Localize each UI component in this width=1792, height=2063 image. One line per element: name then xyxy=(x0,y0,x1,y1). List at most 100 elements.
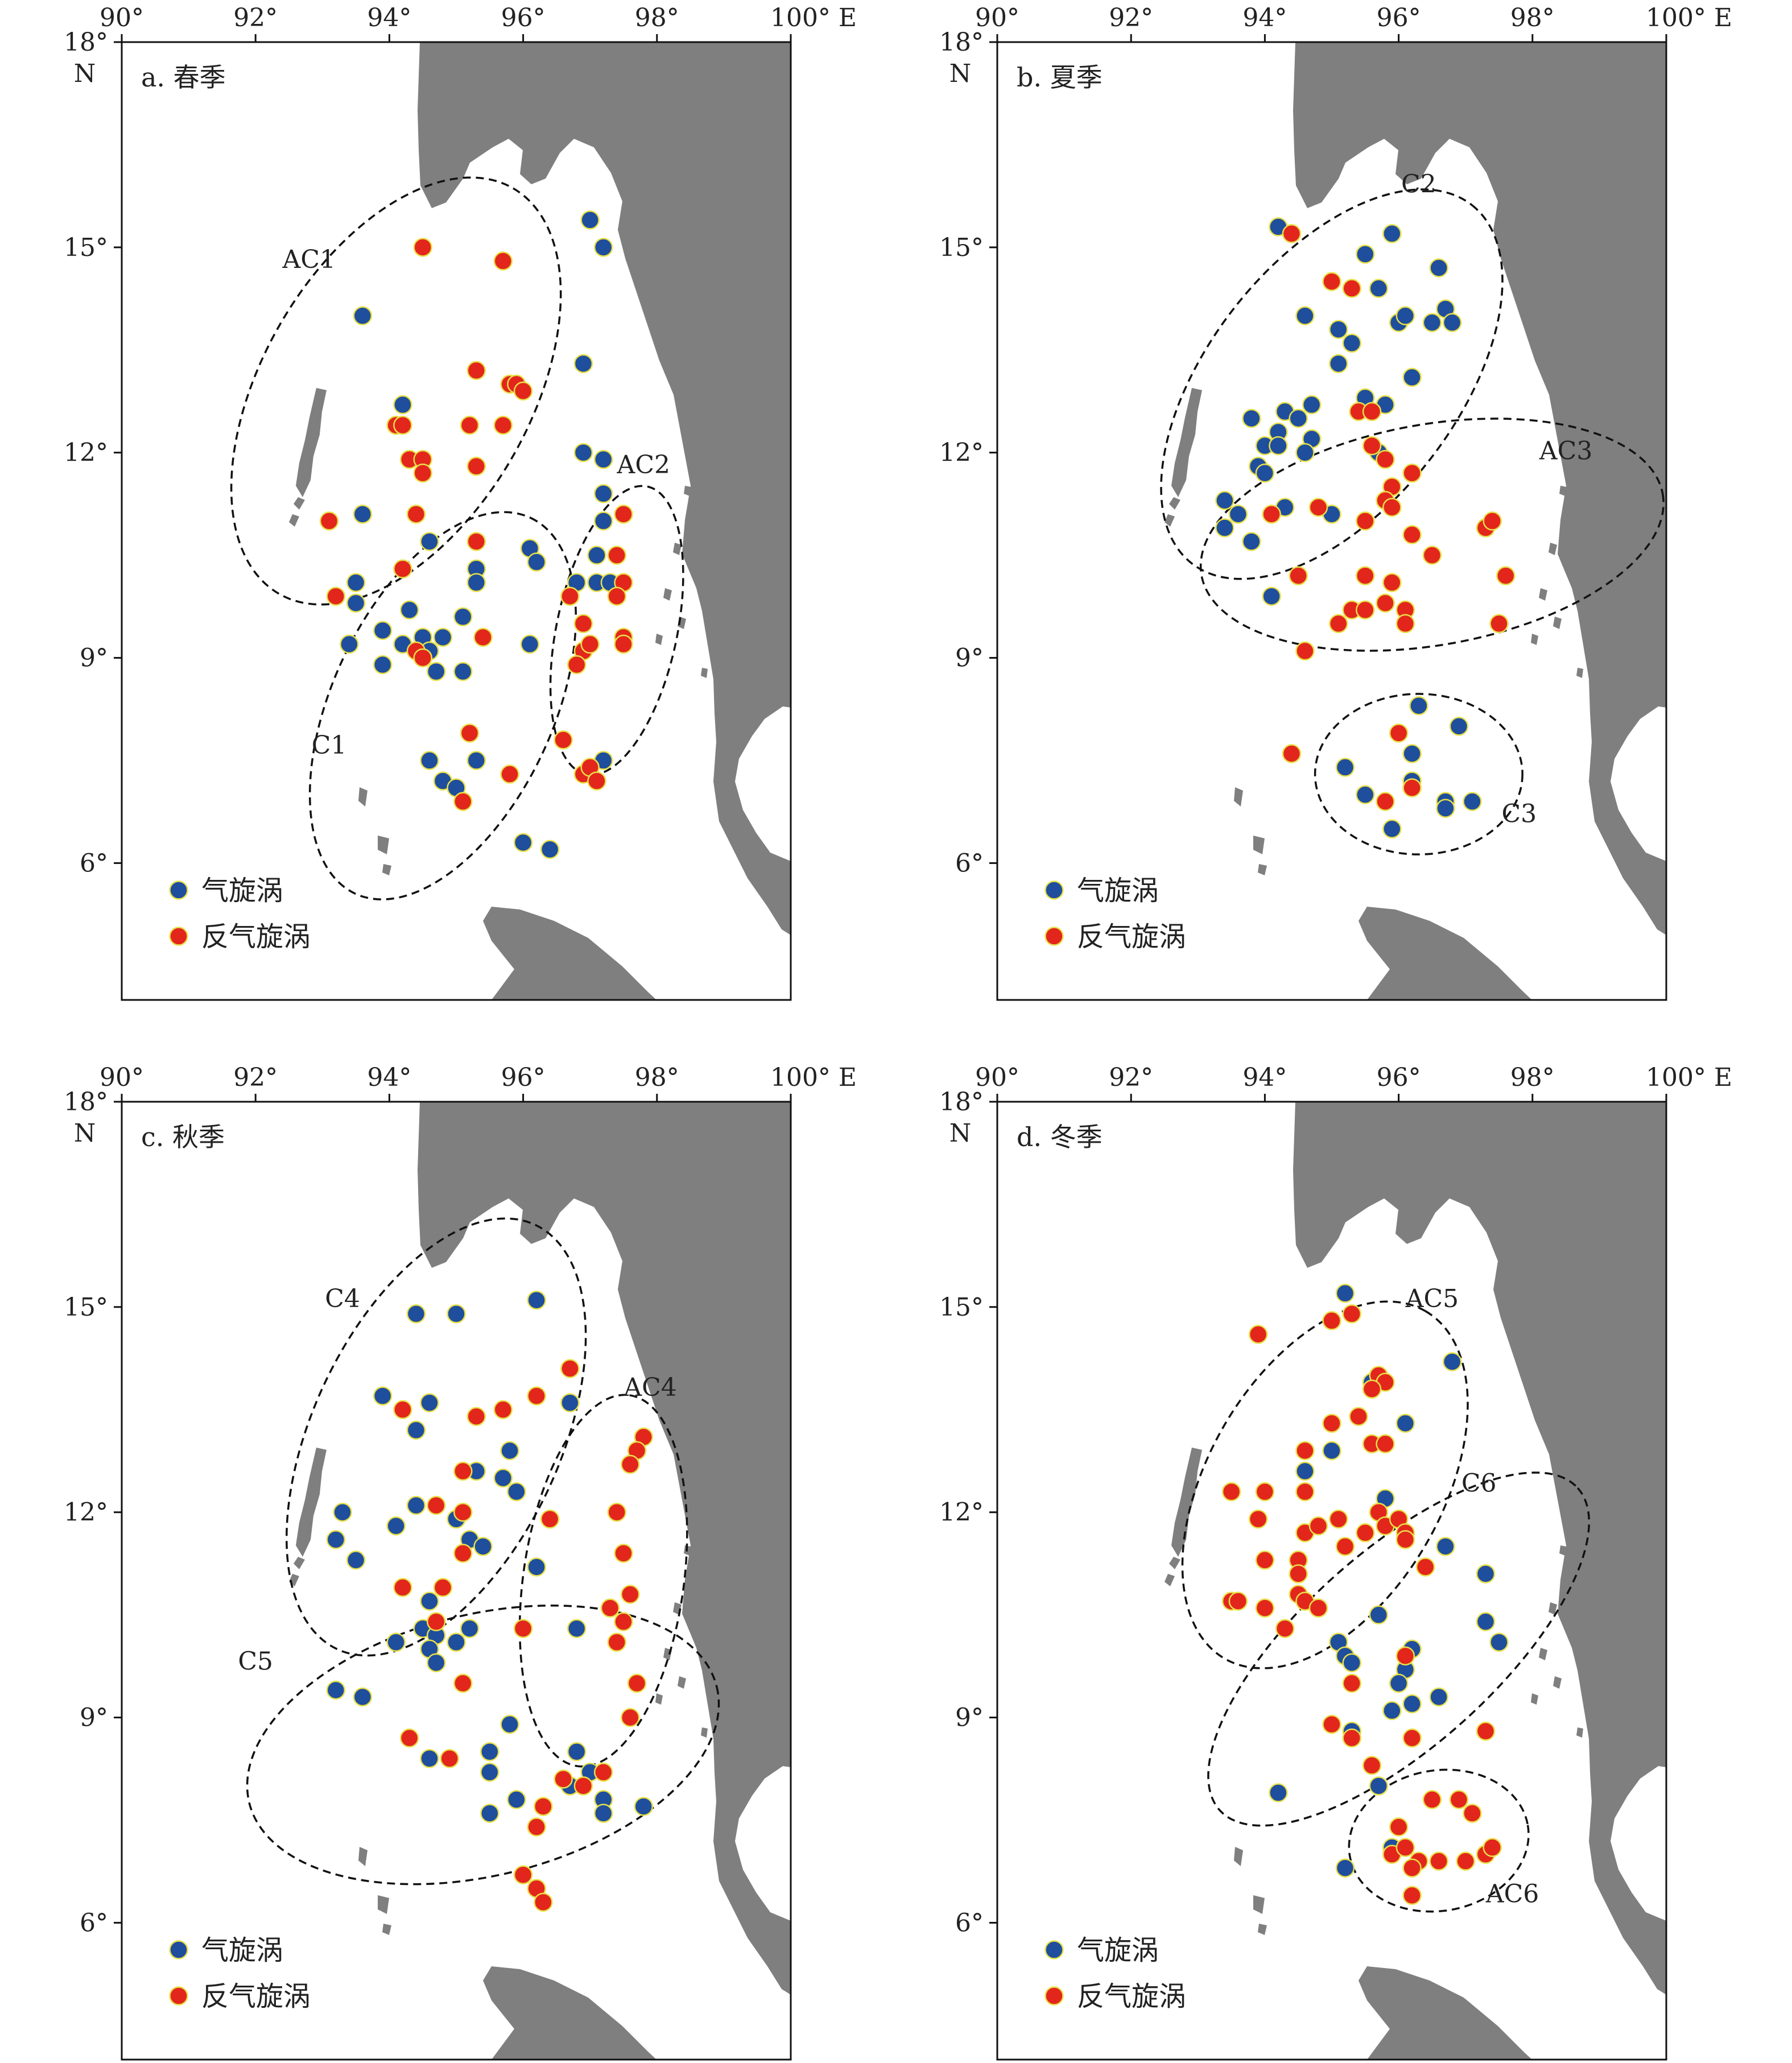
cyclone-marker xyxy=(540,840,560,859)
cyclone-marker xyxy=(500,1441,519,1461)
anticyclone-marker xyxy=(1322,1714,1341,1734)
cyclone-marker xyxy=(353,306,373,325)
anticyclone-marker xyxy=(466,1407,486,1427)
anticyclone-marker xyxy=(1248,1325,1268,1344)
cyclone-marker xyxy=(513,833,533,853)
cyclone-marker xyxy=(1369,1776,1389,1796)
cyclone-marker xyxy=(420,1591,439,1611)
anticyclone-marker xyxy=(1362,1756,1382,1775)
cyclone-marker xyxy=(480,1804,499,1823)
cyclone-marker xyxy=(1369,1605,1389,1624)
anticyclone-marker xyxy=(573,1776,593,1796)
cluster-ellipse xyxy=(1207,1471,1591,1827)
cyclone-marker xyxy=(507,1482,526,1502)
lon-tick-label: 90° xyxy=(100,3,144,32)
cluster-label: C4 xyxy=(325,1284,360,1313)
anticyclone-marker xyxy=(1308,1598,1328,1618)
anticyclone-marker xyxy=(1342,1728,1362,1748)
cluster-ellipse xyxy=(246,1604,720,1886)
anticyclone-marker xyxy=(607,1502,626,1522)
anticyclone-marker xyxy=(326,586,346,606)
cluster-ellipse xyxy=(1314,693,1523,855)
cyclone-marker xyxy=(406,1420,426,1440)
cyclone-marker xyxy=(1342,1653,1362,1673)
anticyclone-marker xyxy=(1362,402,1382,421)
legend-cyclone-label: 气旋涡 xyxy=(201,875,283,907)
cluster-ellipse xyxy=(1348,1768,1530,1913)
cyclone-marker xyxy=(1409,696,1428,716)
anticyclone-marker xyxy=(1308,498,1328,517)
anticyclone-marker xyxy=(1476,1721,1496,1741)
cyclone-marker xyxy=(393,395,412,415)
map-panel: C2 AC3 C3 90° 92° 94° 96° 98° 100° E 6° 9° 12° 15° 18… xyxy=(939,3,1732,1001)
cyclone-marker xyxy=(1289,408,1308,428)
lon-tick-label: 92° xyxy=(1109,3,1153,32)
cluster-ellipse xyxy=(549,485,684,776)
anticyclone-marker xyxy=(1402,1858,1422,1878)
lat-tick-label: 18° xyxy=(939,28,984,57)
cluster-label: AC6 xyxy=(1485,1879,1539,1908)
anticyclone-marker xyxy=(513,381,533,401)
anticyclone-marker xyxy=(534,1892,553,1912)
cyclone-marker xyxy=(406,1304,426,1324)
anticyclone-marker xyxy=(1322,1413,1341,1433)
anticyclone-marker xyxy=(1248,1509,1268,1529)
cyclone-marker xyxy=(1382,1701,1402,1721)
anticyclone-marker xyxy=(614,1612,633,1631)
anticyclone-marker xyxy=(1342,1304,1362,1324)
lon-tick-label: 94° xyxy=(367,3,411,32)
anticyclone-marker xyxy=(614,1544,633,1563)
lon-tick-label: 98° xyxy=(1510,1063,1555,1092)
cyclone-marker xyxy=(593,449,613,469)
lon-tick-label: 92° xyxy=(233,3,278,32)
cyclone-marker xyxy=(480,1763,499,1782)
cyclone-marker xyxy=(1295,1461,1315,1481)
cyclone-marker xyxy=(1335,1284,1355,1303)
cyclone-marker xyxy=(1295,306,1315,325)
lat-tick-label: 9° xyxy=(955,1704,984,1733)
anticyclone-marker xyxy=(1415,1557,1435,1577)
cyclone-marker xyxy=(447,1632,466,1652)
cyclone-marker xyxy=(1389,1673,1409,1693)
cyclone-marker xyxy=(1356,245,1375,264)
anticyclone-marker xyxy=(1329,614,1348,634)
cyclone-marker xyxy=(386,1632,406,1652)
anticyclone-marker xyxy=(1395,1530,1415,1549)
cyclone-marker xyxy=(1228,505,1248,524)
cyclone-marker xyxy=(507,1790,526,1809)
cyclone-marker xyxy=(593,1804,613,1823)
lon-tick-label: 94° xyxy=(1242,3,1287,32)
anticyclone-marker xyxy=(614,505,633,524)
lon-tick-label: 96° xyxy=(501,3,546,32)
anticyclone-marker xyxy=(1402,778,1422,797)
cluster-ellipse xyxy=(230,176,562,606)
lon-tick-label: 94° xyxy=(367,1063,411,1092)
anticyclone-marker xyxy=(580,634,600,654)
panel-title: d. 冬季 xyxy=(1017,1122,1103,1152)
anticyclone-marker xyxy=(1349,1407,1368,1427)
anticyclone-marker xyxy=(493,251,513,271)
cyclone-marker xyxy=(1342,333,1362,353)
map-panel: AC5 C6 AC6 90° 92° 94° 96° 98° 100° E 6° 9° 12° 15° 1… xyxy=(939,1063,1732,2061)
map-panel: AC1 AC2 C1 90° 92° 94° 96° 98° 100° E 6° 9° 12° 15° 1… xyxy=(64,3,857,1001)
anticyclone-marker xyxy=(393,1400,412,1420)
anticyclone-marker xyxy=(466,457,486,476)
cyclone-marker xyxy=(326,1680,346,1700)
cyclone-marker xyxy=(1269,436,1288,456)
anticyclone-marker xyxy=(1395,1838,1415,1857)
anticyclone-marker xyxy=(453,792,473,811)
anticyclone-marker xyxy=(466,532,486,551)
cluster-label: AC3 xyxy=(1539,437,1592,466)
cyclone-marker xyxy=(1422,313,1442,332)
map-frame xyxy=(996,1101,1667,2061)
anticyclone-marker xyxy=(466,361,486,381)
lat-unit-label: N xyxy=(74,1119,96,1148)
anticyclone-marker xyxy=(1402,525,1422,544)
anticyclone-marker xyxy=(1402,1728,1422,1748)
anticyclone-marker xyxy=(560,1359,580,1378)
cyclone-marker xyxy=(593,484,613,503)
anticyclone-marker xyxy=(567,655,587,675)
anticyclone-marker xyxy=(627,1673,647,1693)
